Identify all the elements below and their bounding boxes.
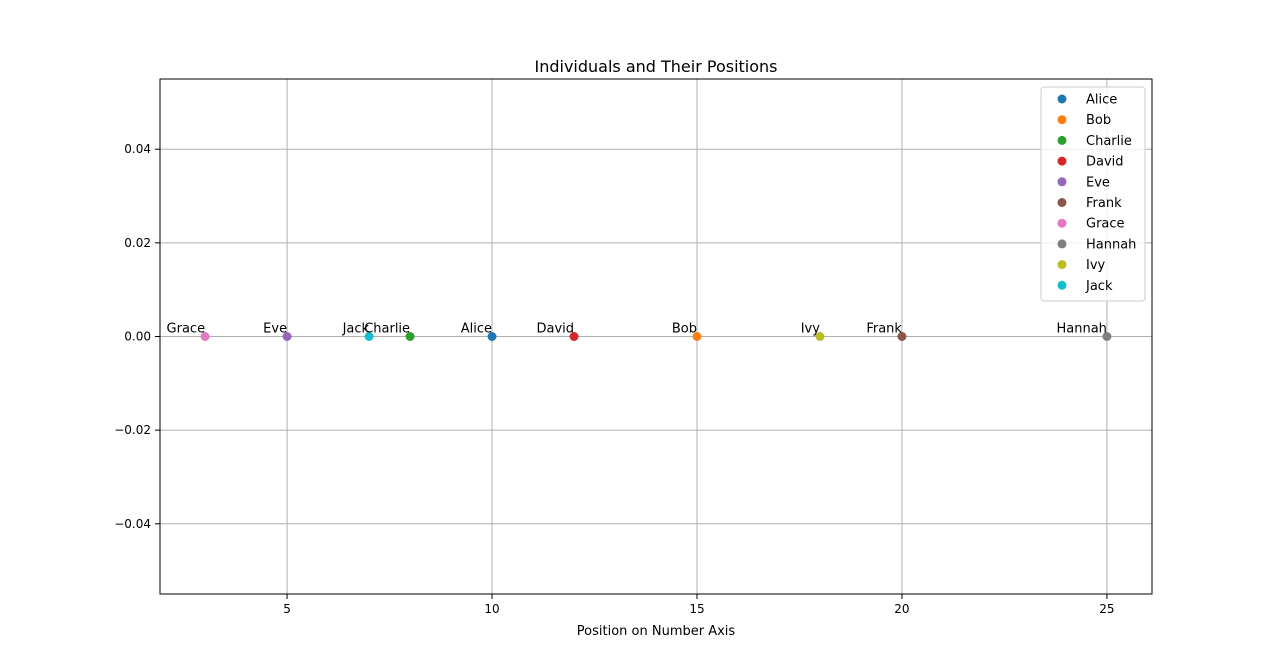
legend-marker-eve — [1057, 177, 1067, 187]
point-labels: Alice Bob Charlie David Eve Frank Grace Hannah I… — [167, 322, 1107, 337]
legend-marker-frank — [1057, 198, 1067, 207]
data-point-charlie — [405, 332, 415, 341]
y-tick-label: 0.04 — [124, 142, 151, 156]
x-tick-label: 5 — [283, 602, 291, 616]
data-point-david — [569, 332, 579, 341]
legend-label-alice: Alice — [1086, 93, 1117, 108]
axis-ticks: 5 10 15 20 25 0.04 0.02 0.00 −0.02 −0.04 — [114, 142, 1114, 616]
point-label-bob: Bob — [672, 322, 697, 337]
x-axis-label: Position on Number Axis — [577, 624, 736, 639]
legend-marker-ivy — [1057, 260, 1067, 270]
legend-marker-alice — [1057, 94, 1067, 104]
legend-label-bob: Bob — [1086, 113, 1111, 128]
legend-label-charlie: Charlie — [1086, 134, 1132, 149]
x-tick-label: 10 — [484, 602, 499, 616]
point-label-grace: Grace — [167, 322, 206, 337]
chart-title: Individuals and Their Positions — [534, 57, 777, 76]
legend-label-grace: Grace — [1086, 217, 1125, 232]
legend-label-eve: Eve — [1086, 175, 1110, 190]
point-label-frank: Frank — [866, 322, 902, 337]
data-point-ivy — [815, 332, 825, 341]
data-point-frank — [897, 332, 907, 341]
legend-label-jack: Jack — [1085, 279, 1113, 294]
legend-label-david: David — [1086, 155, 1124, 170]
data-points — [200, 332, 1112, 341]
point-label-alice: Alice — [461, 322, 492, 337]
grid-lines — [160, 79, 1152, 594]
data-point-bob — [692, 332, 702, 341]
x-tick-label: 25 — [1099, 602, 1114, 616]
data-point-hannah — [1102, 332, 1112, 341]
legend: Alice Bob Charlie David Eve Frank Grace Hannah I… — [1040, 86, 1146, 302]
legend-label-ivy: Ivy — [1086, 258, 1106, 273]
data-point-jack — [364, 332, 374, 341]
legend-marker-charlie — [1057, 135, 1067, 145]
data-point-grace — [200, 332, 210, 341]
legend-label-frank: Frank — [1086, 196, 1122, 211]
point-label-charlie: Charlie — [364, 322, 410, 337]
point-label-jack: Jack — [342, 322, 370, 337]
legend-marker-hannah — [1057, 239, 1067, 249]
legend-marker-jack — [1057, 280, 1067, 290]
y-tick-label: 0.02 — [124, 236, 151, 250]
point-label-hannah: Hannah — [1056, 322, 1106, 337]
legend-marker-david — [1057, 156, 1067, 166]
point-label-ivy: Ivy — [801, 322, 821, 337]
legend-label-hannah: Hannah — [1086, 237, 1136, 252]
legend-marker-grace — [1057, 218, 1067, 228]
data-point-alice — [487, 332, 497, 341]
point-label-david: David — [536, 322, 574, 337]
point-label-eve: Eve — [263, 322, 287, 337]
legend-box — [1040, 86, 1146, 302]
y-tick-label: −0.04 — [114, 517, 151, 531]
y-tick-label: 0.00 — [124, 330, 151, 344]
x-tick-label: 15 — [689, 602, 704, 616]
y-tick-label: −0.02 — [114, 423, 151, 437]
legend-marker-bob — [1057, 115, 1067, 125]
data-point-eve — [282, 332, 292, 341]
x-tick-label: 20 — [894, 602, 909, 616]
